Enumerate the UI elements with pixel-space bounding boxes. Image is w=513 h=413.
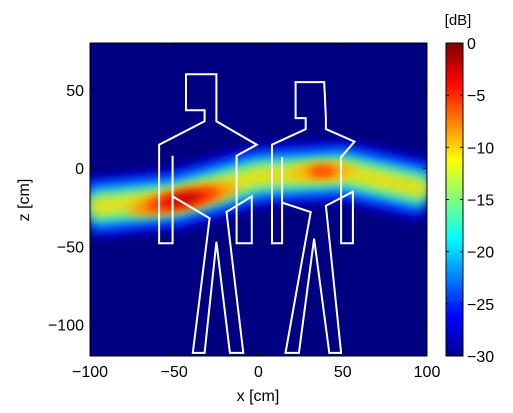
person-right-outline — [271, 81, 357, 354]
y-tick-label: 50 — [66, 83, 84, 100]
x-tick-label: 100 — [414, 364, 441, 381]
x-tick-label: 0 — [254, 364, 263, 381]
x-axis-label: x [cm] — [237, 388, 280, 405]
beam-peak-ring — [165, 194, 201, 205]
y-tick-label: −100 — [48, 318, 84, 335]
colorbar-tick-label: −5 — [467, 88, 485, 105]
colorbar-tick-label: −20 — [467, 245, 494, 262]
colorbar-label: [dB] — [445, 12, 472, 29]
body-outlines — [158, 73, 357, 354]
y-axis-label: z [cm] — [16, 179, 33, 222]
heatmap-beam — [90, 142, 427, 237]
colorbar-tick-label: −30 — [467, 349, 494, 366]
beam-peak — [290, 163, 355, 180]
beam-peak — [128, 183, 237, 216]
colorbar-tick-label: −25 — [467, 297, 494, 314]
x-tick-label: 50 — [334, 364, 352, 381]
y-axis: 50 0 −50 −100 — [48, 83, 427, 335]
x-tick-label: −100 — [72, 364, 108, 381]
x-tick-label: −50 — [161, 364, 188, 381]
x-axis: −100 −50 0 50 100 — [72, 43, 440, 381]
colorbar-tick-label: −15 — [467, 193, 494, 210]
colorbar-tick-label: 0 — [467, 36, 476, 53]
colorbar-axis: 0 −5 −10 −15 −20 −25 −30 — [446, 36, 494, 366]
beam-peak-ring — [308, 167, 337, 176]
y-tick-label: 0 — [75, 161, 84, 178]
colorbar-tick-label: −10 — [467, 140, 494, 157]
person-left-outline — [158, 73, 259, 354]
y-tick-label: −50 — [57, 239, 84, 256]
